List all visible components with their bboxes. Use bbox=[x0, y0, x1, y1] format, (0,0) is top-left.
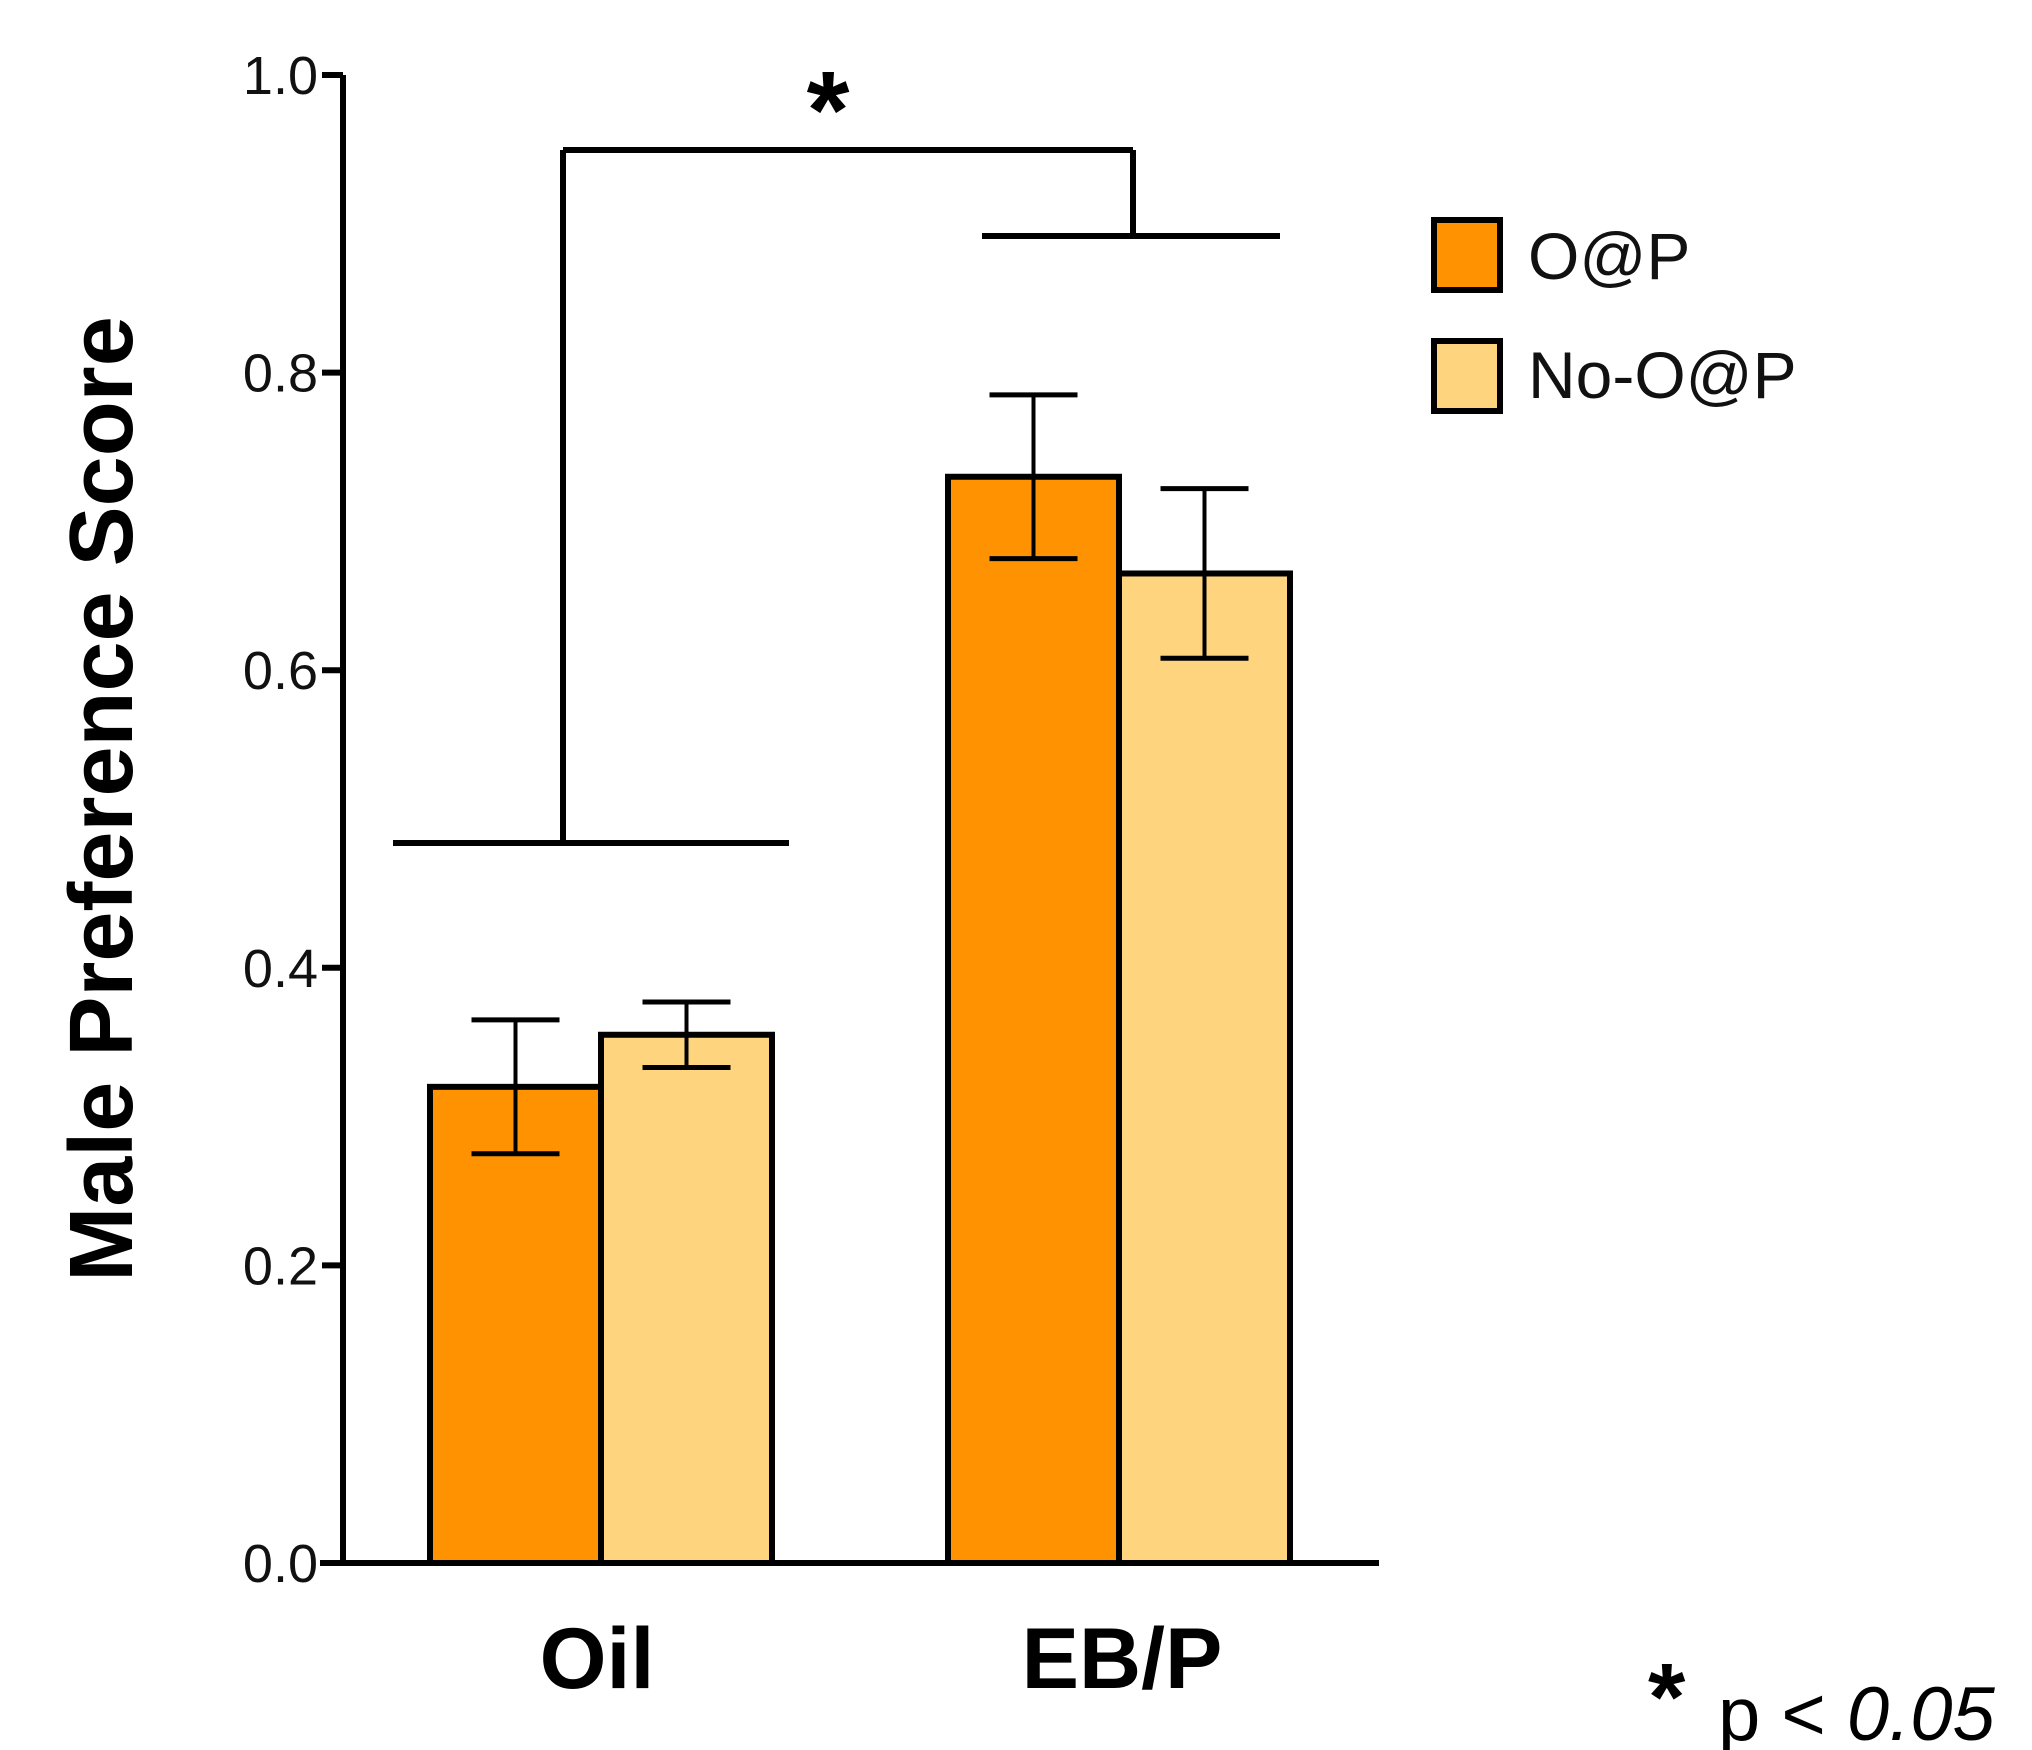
y-tick-label: 0.2 bbox=[243, 1236, 318, 1296]
legend-label-no-oap: No-O@P bbox=[1528, 338, 1797, 412]
significance-bracket: * bbox=[393, 49, 1280, 846]
y-axis-label: Male Preference Score bbox=[52, 316, 152, 1282]
y-tick-label: 0.6 bbox=[243, 641, 318, 701]
bar-eb-p-no-o-p bbox=[1116, 570, 1293, 1566]
y-axis-ticks: 0.0 0.2 0.4 0.6 0.8 1.0 bbox=[243, 46, 343, 1594]
legend-swatch-oap bbox=[1431, 217, 1503, 293]
legend: O@P No-O@P bbox=[1431, 217, 1797, 414]
note-label: p < bbox=[1718, 1672, 1847, 1750]
category-label-ebp: EB/P bbox=[1022, 1611, 1223, 1707]
significance-star: * bbox=[807, 49, 850, 172]
note-star: * bbox=[1648, 1644, 1686, 1750]
y-tick-label: 0.0 bbox=[243, 1534, 318, 1594]
category-label-oil: Oil bbox=[540, 1611, 655, 1707]
note-value: 0.05 bbox=[1847, 1672, 1996, 1750]
error-bars bbox=[471, 392, 1249, 1157]
y-tick-label: 0.8 bbox=[243, 344, 318, 404]
bar-oil-no-o-p bbox=[598, 1031, 775, 1566]
y-tick-label: 0.4 bbox=[243, 939, 318, 999]
bar-oil-o-p bbox=[427, 1083, 604, 1566]
note-text: p < 0.05 bbox=[1718, 1672, 1996, 1750]
y-tick-label: 1.0 bbox=[243, 46, 318, 106]
legend-label-oap: O@P bbox=[1528, 219, 1690, 293]
bar-eb-p-o-p bbox=[945, 473, 1122, 1566]
legend-swatch-no-oap bbox=[1431, 338, 1503, 414]
p-value-note: * p < 0.05 bbox=[1648, 1644, 1996, 1750]
